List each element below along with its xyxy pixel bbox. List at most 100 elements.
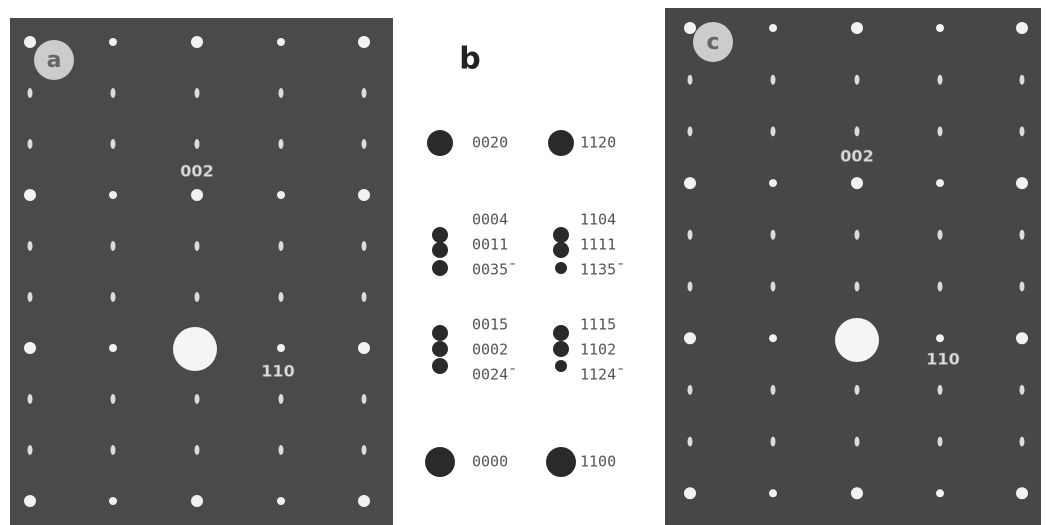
spot	[1016, 332, 1028, 345]
spot	[1016, 177, 1028, 190]
spot	[937, 74, 943, 85]
spot	[110, 445, 116, 455]
spot	[27, 292, 33, 302]
spot	[769, 179, 777, 188]
panel-c	[665, 8, 1041, 525]
spot	[109, 344, 117, 352]
spot	[769, 489, 777, 498]
spot	[109, 497, 117, 505]
spot	[687, 74, 693, 85]
spot	[27, 394, 33, 404]
spot	[937, 281, 943, 292]
spot	[277, 344, 285, 352]
spot	[27, 139, 33, 149]
spot	[687, 126, 693, 137]
spot	[109, 38, 117, 46]
spot	[936, 24, 944, 32]
index-label: 0004	[472, 211, 508, 229]
spot	[684, 332, 696, 345]
index-label: 0000	[472, 453, 508, 471]
spot	[937, 229, 943, 240]
annotation: 110	[926, 350, 959, 369]
spot	[1019, 436, 1025, 447]
annotation: 002	[180, 162, 213, 181]
spot	[278, 394, 284, 404]
reflection-dot	[432, 341, 448, 357]
reflection-dot	[553, 227, 569, 243]
index-label: 1111	[580, 236, 616, 254]
reflection-dot	[432, 260, 448, 276]
spot	[361, 445, 367, 455]
spot	[851, 487, 863, 500]
reflection-dot	[432, 242, 448, 258]
index-label: 1124̄	[580, 366, 623, 384]
reflection-dot	[546, 447, 576, 477]
spot	[24, 36, 36, 48]
spot	[191, 36, 203, 48]
label-badge	[34, 40, 74, 80]
reflection-dot	[432, 227, 448, 243]
index-label: 0020	[472, 134, 508, 152]
spot	[854, 74, 860, 85]
spot	[1019, 281, 1025, 292]
spot	[769, 24, 777, 32]
spot	[854, 281, 860, 292]
spot	[361, 88, 367, 98]
central-spot	[173, 327, 217, 371]
spot	[27, 88, 33, 98]
panel-label: c	[706, 30, 719, 55]
spot	[110, 394, 116, 404]
spot	[851, 22, 863, 34]
spot	[194, 88, 200, 98]
spot	[854, 436, 860, 447]
spot	[278, 445, 284, 455]
spot	[194, 292, 200, 302]
index-label: 1100	[580, 453, 616, 471]
reflection-dot	[427, 130, 453, 156]
reflection-dot	[548, 130, 574, 156]
index-label: 0035̄	[472, 261, 515, 279]
spot	[277, 38, 285, 46]
spot	[684, 177, 696, 190]
annotation: 110	[261, 362, 294, 381]
index-label: 111̄5	[580, 316, 616, 334]
reflection-dot	[553, 341, 569, 357]
spot	[110, 292, 116, 302]
spot	[358, 495, 370, 507]
spot	[770, 384, 776, 395]
spot	[937, 436, 943, 447]
spot	[27, 241, 33, 251]
spot	[936, 179, 944, 188]
spot	[191, 189, 203, 201]
spot	[278, 139, 284, 149]
spot	[1019, 126, 1025, 137]
spot	[937, 126, 943, 137]
panel-label: b	[459, 42, 480, 77]
spot	[358, 342, 370, 354]
spot	[770, 126, 776, 137]
reflection-dot	[555, 360, 567, 372]
spot	[770, 74, 776, 85]
spot	[687, 281, 693, 292]
index-label: 0002	[472, 341, 508, 359]
spot	[24, 189, 36, 201]
spot	[770, 229, 776, 240]
reflection-dot	[425, 447, 455, 477]
spot	[194, 445, 200, 455]
spot	[1019, 74, 1025, 85]
reflection-dot	[555, 262, 567, 274]
label-badge	[693, 22, 733, 62]
panel-label: a	[47, 48, 62, 73]
index-label: 001̄5	[472, 316, 508, 334]
index-label: 1102	[580, 341, 616, 359]
spot	[770, 436, 776, 447]
spot	[687, 384, 693, 395]
spot	[1016, 22, 1028, 34]
spot	[361, 394, 367, 404]
spot	[1019, 384, 1025, 395]
index-label: 1104	[580, 211, 616, 229]
spot	[278, 292, 284, 302]
spot	[194, 139, 200, 149]
spot	[769, 334, 777, 343]
